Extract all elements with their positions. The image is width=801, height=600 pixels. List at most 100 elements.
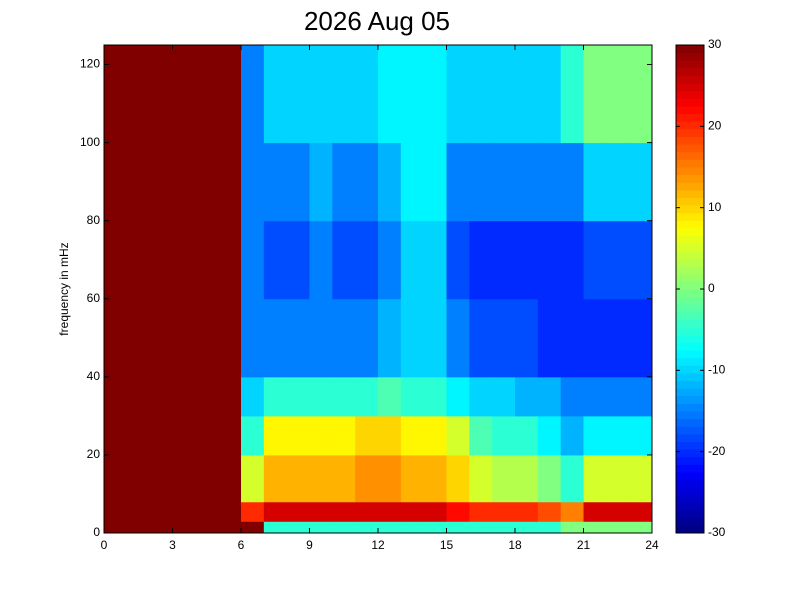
colorbar-band [676, 411, 704, 420]
heatmap-cell [263, 454, 288, 503]
heatmap-cell [492, 501, 516, 522]
heatmap-cell [172, 220, 196, 300]
colorbar-band [676, 273, 704, 282]
chart-title: 2026 Aug 05 [304, 6, 450, 36]
heatmap-cell [446, 220, 470, 300]
colorbar-band [676, 67, 704, 76]
colorbar-tick-label: 20 [708, 119, 722, 133]
heatmap-cell [355, 298, 379, 378]
heatmap-cell [126, 45, 151, 144]
heatmap-cell [469, 454, 493, 503]
heatmap-cell [149, 298, 173, 378]
heatmap-cell [195, 376, 219, 417]
colorbar-band [676, 319, 704, 328]
y-tick-label: 0 [93, 525, 100, 539]
heatmap-cell [241, 454, 265, 503]
heatmap-cell [629, 298, 653, 378]
heatmap-cell [126, 454, 151, 503]
heatmap-cell [263, 415, 288, 456]
heatmap-cell [560, 521, 584, 534]
heatmap-cell [126, 521, 151, 534]
heatmap-cell [104, 454, 128, 503]
heatmap-cell [355, 376, 379, 417]
heatmap-cell [263, 376, 288, 417]
heatmap-cell [172, 454, 196, 503]
heatmap-cell [560, 501, 584, 522]
heatmap-cell [172, 501, 196, 522]
heatmap-cell [583, 298, 607, 378]
heatmap-cell [446, 415, 470, 456]
heatmap-cell [400, 298, 425, 378]
heatmap-cell [629, 220, 653, 300]
heatmap-cell [537, 454, 562, 503]
heatmap-cell [378, 142, 402, 222]
heatmap-cell [629, 376, 653, 417]
heatmap-cell [126, 298, 151, 378]
heatmap-cell [286, 220, 310, 300]
heatmap-cell [218, 220, 242, 300]
heatmap-cell [515, 220, 539, 300]
colorbar-band [676, 403, 704, 412]
heatmap-cell [492, 298, 516, 378]
heatmap-cell [606, 376, 630, 417]
heatmap-cell [286, 454, 310, 503]
heatmap-cell [446, 45, 470, 144]
colorbar-tick-label: 0 [708, 281, 715, 295]
heatmap-cell [149, 501, 173, 522]
heatmap-cell [149, 454, 173, 503]
heatmap-cell [332, 454, 356, 503]
heatmap-cell [469, 501, 493, 522]
heatmap-cell [583, 142, 607, 222]
colorbar-band [676, 113, 704, 122]
heatmap-cell [400, 415, 425, 456]
colorbar-band [676, 365, 704, 374]
heatmap-cell [492, 220, 516, 300]
heatmap-cell [400, 521, 425, 534]
colorbar-band [676, 75, 704, 84]
heatmap-cell [560, 454, 584, 503]
heatmap-cell [241, 521, 265, 534]
heatmap-cell [606, 142, 630, 222]
colorbar-band [676, 212, 704, 221]
heatmap-cell [583, 521, 607, 534]
heatmap-cell [218, 142, 242, 222]
x-tick-label: 0 [101, 538, 108, 552]
heatmap-cell [629, 415, 653, 456]
heatmap-cell [286, 501, 310, 522]
heatmap-cell [537, 501, 562, 522]
heatmap-cell [606, 220, 630, 300]
heatmap-cell [355, 501, 379, 522]
colorbar-band [676, 128, 704, 137]
heatmap-cell [218, 501, 242, 522]
heatmap-cell [378, 415, 402, 456]
heatmap-cell [126, 220, 151, 300]
colorbar-band [676, 456, 704, 465]
y-tick-label: 100 [80, 135, 100, 149]
colorbar-band [676, 441, 704, 450]
colorbar-band [676, 426, 704, 435]
heatmap-cell [332, 521, 356, 534]
heatmap-cell [378, 501, 402, 522]
heatmap-cell [218, 45, 242, 144]
heatmap-cell [218, 298, 242, 378]
y-tick-label: 120 [80, 57, 100, 71]
heatmap-cell [309, 142, 333, 222]
heatmap-cell [286, 45, 310, 144]
colorbar-band [676, 189, 704, 198]
heatmap-cell [469, 521, 493, 534]
heatmap-cell [606, 454, 630, 503]
heatmap-cell [355, 454, 379, 503]
x-tick-label: 24 [645, 538, 659, 552]
heatmap-cell [195, 220, 219, 300]
heatmap-cell [515, 142, 539, 222]
heatmap-cell [492, 521, 516, 534]
colorbar-band [676, 243, 704, 252]
heatmap-cell [400, 501, 425, 522]
heatmap-cell [606, 521, 630, 534]
colorbar-band [676, 197, 704, 206]
heatmap-cell [332, 220, 356, 300]
heatmap-cell [560, 376, 584, 417]
heatmap-cell [241, 142, 265, 222]
heatmap-cell [537, 521, 562, 534]
